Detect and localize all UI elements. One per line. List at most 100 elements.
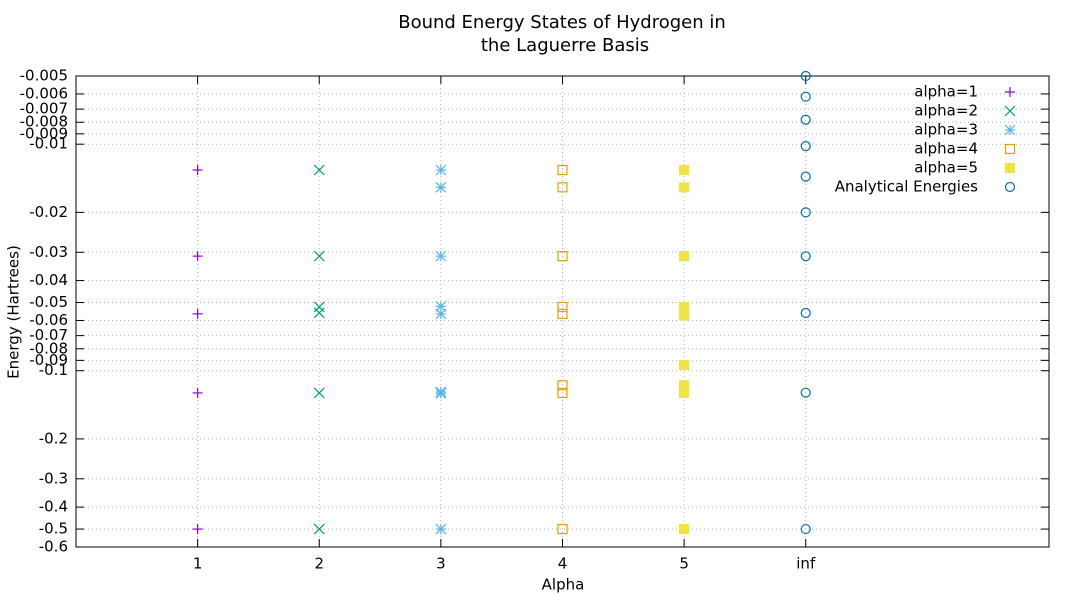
chart-title: the Laguerre Basis bbox=[481, 35, 649, 56]
point-shape bbox=[800, 523, 811, 535]
point bbox=[800, 91, 811, 102]
y-tick-label: -0.09 bbox=[29, 351, 68, 369]
legend-label: Analytical Energies bbox=[835, 178, 978, 196]
point-shape bbox=[557, 523, 568, 535]
point bbox=[313, 387, 325, 399]
y-tick-label: -0.07 bbox=[29, 326, 68, 344]
legend-marker bbox=[1004, 181, 1016, 193]
point-shape bbox=[800, 114, 811, 125]
point-shape bbox=[800, 387, 811, 398]
x-tick-label: 5 bbox=[679, 555, 689, 573]
point-shape bbox=[800, 207, 811, 218]
point-stroke bbox=[313, 250, 325, 262]
y-tick-label: -0.1 bbox=[39, 361, 68, 379]
x-tick-label: inf bbox=[796, 555, 816, 573]
point-shape bbox=[557, 182, 568, 193]
legend-label: alpha=4 bbox=[914, 140, 978, 158]
point bbox=[557, 182, 568, 193]
point-shape bbox=[800, 70, 811, 82]
point-shape bbox=[557, 387, 568, 399]
point-shape bbox=[800, 141, 811, 152]
point bbox=[313, 164, 325, 176]
y-tick-label: -0.08 bbox=[29, 339, 68, 357]
point bbox=[800, 251, 811, 262]
point bbox=[435, 523, 447, 535]
y-tick-label: -0.05 bbox=[29, 293, 68, 311]
point-stroke bbox=[435, 250, 447, 262]
point bbox=[557, 380, 568, 391]
point-shape bbox=[679, 182, 690, 193]
point-shape bbox=[679, 310, 690, 321]
point-stroke bbox=[313, 387, 325, 399]
point bbox=[800, 207, 811, 218]
point-shape bbox=[800, 251, 811, 262]
point bbox=[679, 310, 690, 321]
point bbox=[800, 141, 811, 152]
point-stroke bbox=[313, 307, 325, 319]
legend-marker-stroke bbox=[1004, 105, 1016, 117]
point-shape bbox=[557, 251, 568, 262]
y-tick-label: -0.008 bbox=[20, 113, 68, 131]
legend-marker bbox=[1004, 162, 1016, 174]
y-tick-label: -0.06 bbox=[29, 311, 68, 329]
point bbox=[435, 181, 447, 193]
point bbox=[679, 182, 690, 193]
y-tick-label: -0.2 bbox=[39, 429, 68, 447]
legend-marker-shape bbox=[1004, 162, 1016, 174]
y-tick-label: -0.04 bbox=[29, 271, 68, 289]
point-shape bbox=[679, 523, 690, 535]
point bbox=[800, 171, 811, 182]
y-axis-label: Energy (Hartrees) bbox=[5, 245, 23, 379]
point-shape bbox=[557, 301, 568, 313]
point bbox=[679, 164, 690, 176]
point bbox=[679, 359, 690, 371]
y-tick-label: -0.3 bbox=[39, 469, 68, 487]
point-shape bbox=[679, 387, 690, 399]
point bbox=[557, 164, 568, 176]
legend-marker-stroke bbox=[1004, 124, 1016, 136]
x-tick-label: 1 bbox=[193, 555, 203, 573]
y-tick-label: -0.007 bbox=[20, 100, 68, 118]
point-shape bbox=[557, 380, 568, 391]
point bbox=[313, 307, 325, 319]
point bbox=[800, 307, 811, 319]
point bbox=[557, 301, 568, 313]
y-tick-label: -0.5 bbox=[39, 520, 68, 538]
point-shape bbox=[800, 171, 811, 182]
point bbox=[313, 523, 325, 535]
legend-marker bbox=[1005, 87, 1015, 97]
legend-label: alpha=1 bbox=[914, 83, 978, 101]
legend-marker-shape bbox=[1004, 143, 1016, 155]
point-stroke bbox=[435, 308, 447, 320]
point bbox=[192, 251, 203, 262]
point bbox=[313, 301, 325, 313]
point bbox=[679, 523, 690, 535]
point-shape bbox=[800, 91, 811, 102]
point bbox=[800, 387, 811, 398]
y-tick-label: -0.4 bbox=[39, 498, 68, 516]
y-tick-label: -0.6 bbox=[39, 538, 68, 556]
point bbox=[557, 387, 568, 399]
legend-marker-shape bbox=[1004, 181, 1016, 193]
point bbox=[557, 251, 568, 262]
x-tick-label: 3 bbox=[436, 555, 446, 573]
y-tick-label: -0.009 bbox=[20, 124, 68, 142]
chart-title: Bound Energy States of Hydrogen in bbox=[398, 12, 726, 33]
point bbox=[435, 164, 447, 176]
point-shape bbox=[679, 251, 690, 262]
point-stroke bbox=[435, 523, 447, 535]
legend-label: alpha=5 bbox=[914, 159, 978, 177]
point-shape bbox=[800, 307, 811, 319]
point bbox=[679, 387, 690, 399]
x-tick-label: 4 bbox=[558, 555, 568, 573]
y-tick-label: -0.02 bbox=[29, 203, 68, 221]
plot-frame bbox=[75, 75, 1050, 548]
y-tick-label: -0.005 bbox=[20, 67, 68, 85]
point bbox=[557, 308, 568, 319]
point-shape bbox=[557, 308, 568, 319]
point bbox=[800, 70, 811, 82]
point-stroke bbox=[313, 523, 325, 535]
point bbox=[192, 308, 203, 319]
